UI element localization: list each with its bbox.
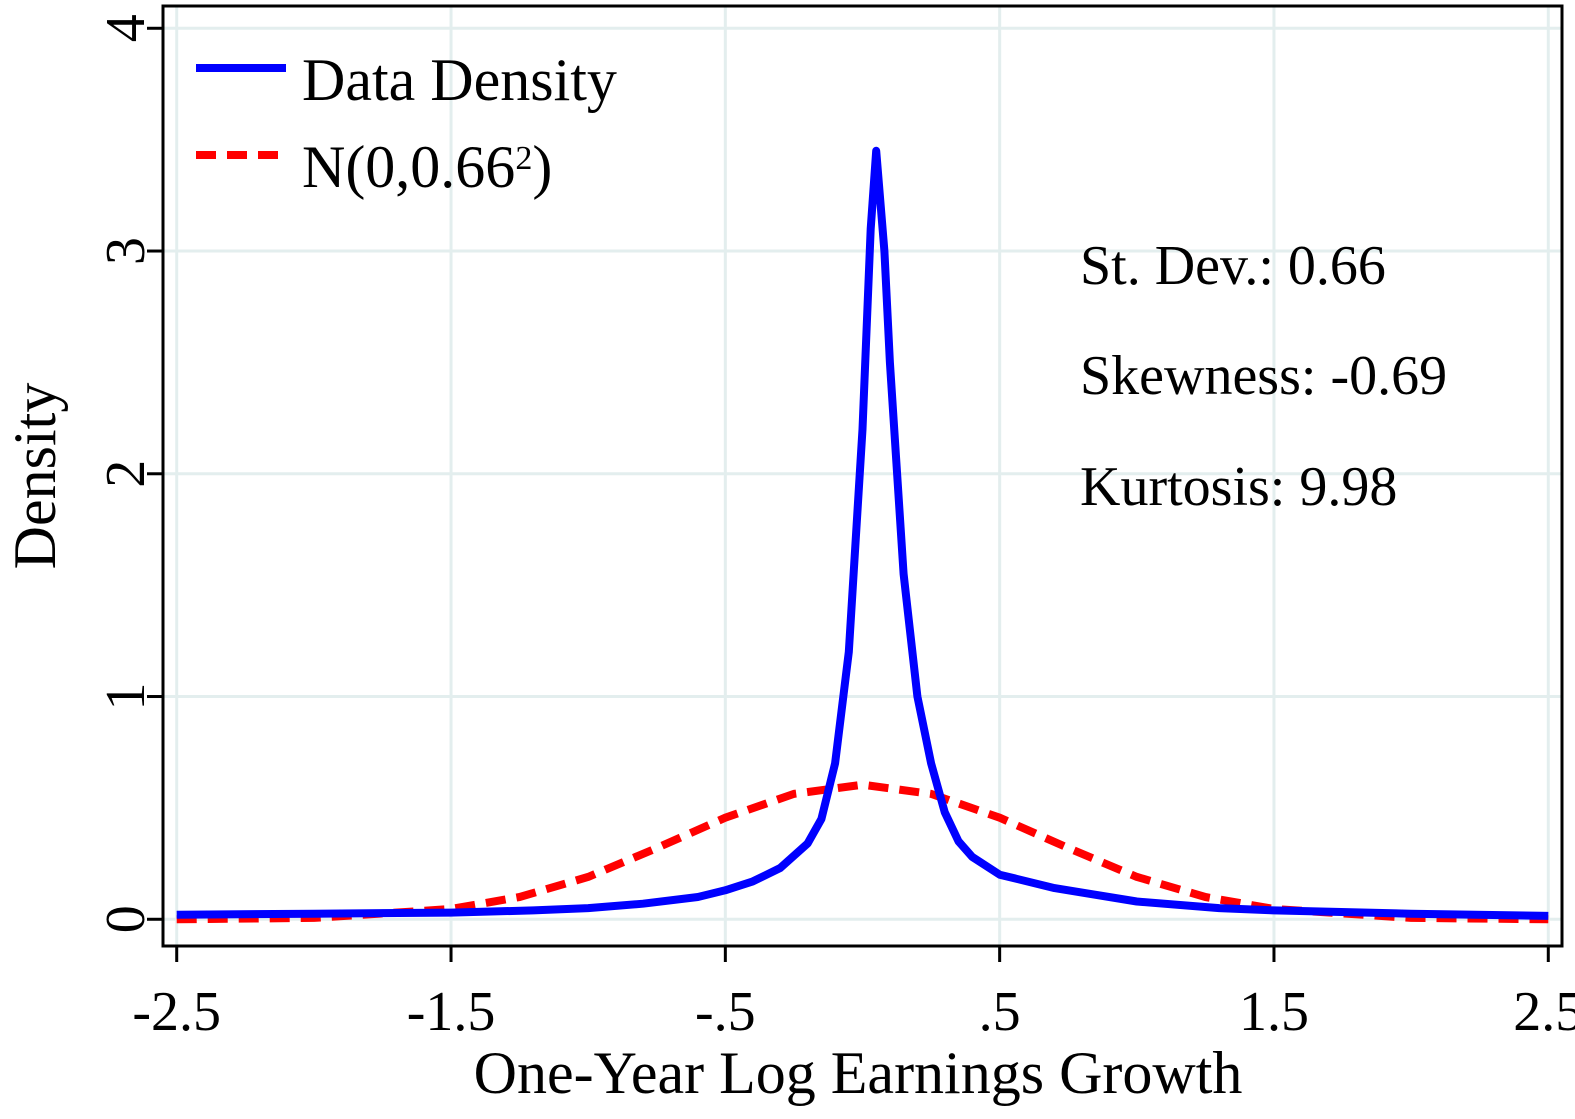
y-tick-label-0: 0 [95, 905, 157, 933]
y-tick-label-3: 3 [95, 237, 157, 265]
stats-annotations: St. Dev.: 0.66 Skewness: -0.69 Kurtosis:… [1080, 235, 1447, 518]
stat-skewness: Skewness: -0.69 [1080, 345, 1447, 407]
y-tick-label-1: 1 [95, 683, 157, 711]
x-tick-label-5: 2.5 [1513, 981, 1575, 1043]
x-tick-label-2: -.5 [695, 981, 756, 1043]
series-line-normal [176, 780, 1549, 924]
y-tick-label-4: 4 [95, 14, 157, 42]
legend-label-data-density: Data Density [302, 47, 617, 113]
series-line-data-density [176, 146, 1549, 920]
plot-frame [161, 4, 1564, 948]
y-axis-label: Density [2, 383, 68, 570]
legend-label-normal: N(0,0.662) [302, 134, 552, 200]
x-tick-label-3: .5 [979, 981, 1021, 1043]
stat-kurtosis: Kurtosis: 9.98 [1080, 456, 1397, 518]
x-tick-label-0: -2.5 [132, 981, 221, 1043]
axes: -2.5 -1.5 -.5 .5 1.5 2.5 0 1 2 3 4 [95, 14, 1575, 1043]
x-axis-label: One-Year Log Earnings Growth [474, 1040, 1243, 1106]
series-layer [176, 146, 1549, 924]
y-tick-label-2: 2 [95, 460, 157, 488]
legend: Data Density N(0,0.662) [196, 47, 617, 200]
x-tick-label-4: 1.5 [1239, 981, 1309, 1043]
stat-st-dev: St. Dev.: 0.66 [1080, 235, 1386, 297]
x-tick-label-1: -1.5 [407, 981, 496, 1043]
